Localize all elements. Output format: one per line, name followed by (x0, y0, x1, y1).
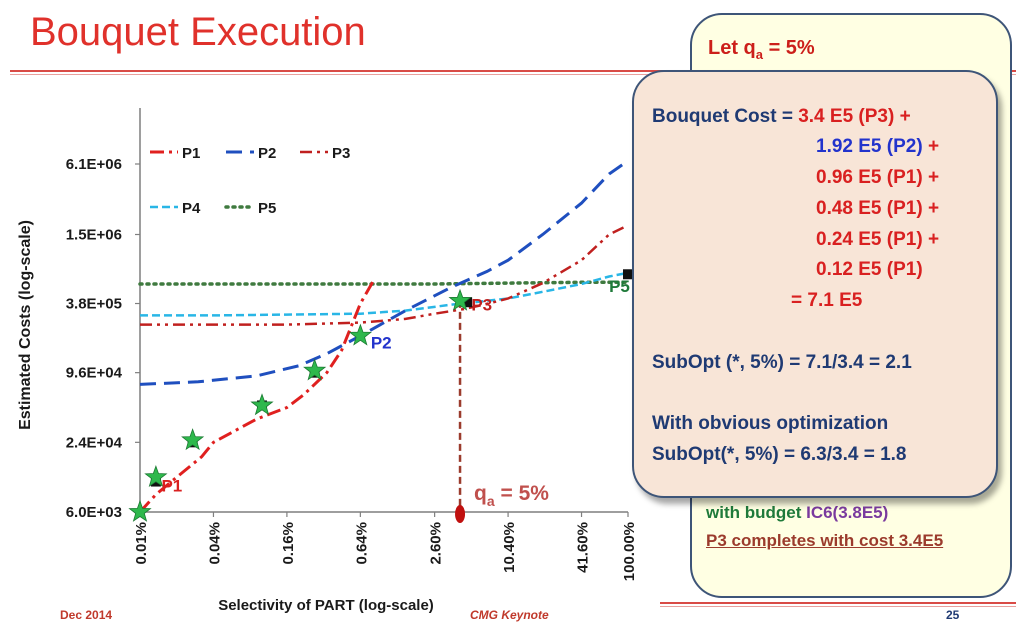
execution-star (128, 499, 152, 522)
y-tick-label: 1.5E+06 (66, 227, 122, 244)
title-rule-thin (10, 74, 1016, 75)
x-tick-label: 0.01% (133, 522, 150, 565)
series-line-p1 (138, 279, 375, 514)
footer-date: Dec 2014 (60, 608, 113, 622)
plan-label-p1: P1 (161, 477, 182, 496)
slide-title: Bouquet Execution (30, 10, 366, 54)
x-tick-label: 0.16% (280, 522, 297, 565)
footer-rule-thin (660, 606, 1016, 607)
series-line-p4 (140, 271, 629, 317)
legend-label-p4: P4 (182, 200, 201, 217)
contour-square-marker (623, 269, 633, 280)
query-marker (455, 505, 466, 523)
cost-row-2: 1.92 E5 (P2) + (816, 136, 940, 157)
series-line-p3 (140, 224, 629, 326)
y-axis-title: Estimated Costs (log-scale) (17, 220, 34, 430)
series-line-p5 (138, 280, 630, 286)
x-tick-label: 2.60% (428, 522, 445, 565)
obvious-subopt: SubOpt(*, 5%) = 6.3/3.4 = 1.8 (652, 444, 907, 465)
budget-line: with budget IC6(3.8E5) (706, 503, 889, 522)
footer-event: CMG Keynote (470, 608, 549, 622)
cost-row-1: Bouquet Cost = 3.4 E5 (P3) + (652, 106, 911, 127)
legend-label-p1: P1 (182, 145, 200, 162)
x-tick-label: 41.60% (575, 522, 592, 573)
subopt-line: SubOpt (*, 5%) = 7.1/3.4 = 2.1 (652, 352, 912, 373)
x-tick-label: 10.40% (501, 522, 518, 573)
cost-row-3: 0.96 E5 (P1) + (816, 167, 940, 188)
footer-rule (660, 602, 1016, 604)
execution-star (448, 288, 472, 311)
plan-label-p2: P2 (371, 334, 392, 353)
bouquet-cost-card: Bouquet Cost = 3.4 E5 (P3) + 1.92 E5 (P2… (632, 70, 998, 498)
title-rule (10, 70, 1016, 72)
execution-star (303, 358, 327, 381)
execution-star (348, 323, 372, 346)
query-location-heading: Let qa = 5% (708, 37, 815, 62)
page-number: 25 (946, 608, 960, 622)
contour-square-marker (462, 297, 473, 308)
legend-label-p2: P2 (258, 145, 276, 162)
cost-row-4: 0.48 E5 (P1) + (816, 198, 940, 219)
cost-row-6: 0.12 E5 (P1) (816, 259, 923, 280)
cost-row-5: 0.24 E5 (P1) + (816, 229, 940, 250)
y-tick-label: 2.4E+04 (66, 434, 123, 451)
series-line-p2 (139, 159, 629, 386)
legend-label-p5: P5 (258, 200, 276, 217)
plan-label-p3: P3 (471, 296, 492, 315)
obvious-heading: With obvious optimization (652, 413, 889, 434)
x-tick-label: 0.64% (353, 522, 370, 565)
query-label: qa = 5% (474, 482, 549, 509)
plan-label-p5: P5 (609, 277, 630, 296)
x-tick-label: 0.04% (206, 522, 223, 565)
cost-total: = 7.1 E5 (791, 290, 863, 311)
x-axis-title: Selectivity of PART (log-scale) (218, 597, 434, 614)
y-tick-label: 9.6E+04 (66, 365, 123, 382)
completion-line: P3 completes with cost 3.4E5 (706, 531, 944, 550)
execution-star (144, 465, 168, 488)
execution-star (181, 428, 205, 451)
y-tick-label: 6.0E+03 (66, 504, 122, 521)
execution-star (250, 393, 274, 416)
x-tick-label: 100.00% (621, 522, 638, 581)
legend-label-p3: P3 (332, 145, 350, 162)
y-tick-label: 6.1E+06 (66, 156, 122, 173)
y-tick-label: 3.8E+05 (66, 296, 122, 313)
